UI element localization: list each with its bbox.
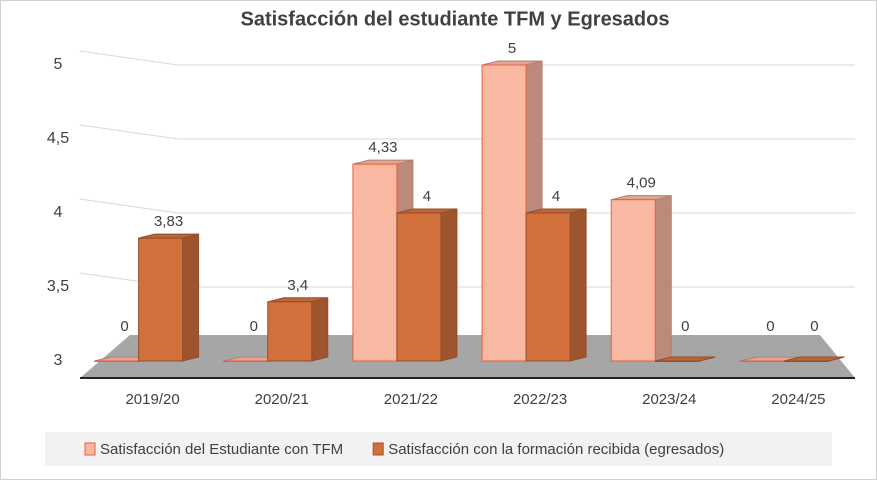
data-label: 0: [681, 318, 689, 335]
data-label: 0: [250, 318, 258, 335]
bar-side: [440, 208, 458, 362]
x-tick-label: 2023/24: [642, 391, 696, 408]
chart-title: Satisfacción del estudiante TFM y Egresa…: [240, 8, 669, 30]
legend-label: Satisfacción del Estudiante con TFM: [100, 441, 343, 458]
y-tick-label: 3: [54, 352, 63, 369]
y-tick-label: 4,5: [47, 130, 69, 147]
x-tick-label: 2024/25: [771, 391, 825, 408]
bar: [352, 163, 398, 362]
y-tick-label: 5: [54, 56, 63, 73]
bar: [267, 301, 313, 362]
data-label: 0: [810, 318, 818, 335]
bar-side: [654, 195, 672, 362]
legend: [45, 432, 832, 466]
bar-side: [311, 297, 329, 362]
bar: [223, 360, 269, 362]
data-label: 0: [766, 318, 774, 335]
x-tick-label: 2019/20: [125, 391, 179, 408]
data-label: 0: [120, 318, 128, 335]
y-tick-label: 4: [54, 204, 63, 221]
x-tick-label: 2020/21: [255, 391, 309, 408]
data-label: 4: [423, 188, 431, 205]
grid-line: [79, 50, 855, 66]
data-label: 4,09: [627, 175, 656, 192]
bar: [525, 212, 571, 362]
bar-side: [182, 233, 200, 362]
bar: [739, 360, 785, 362]
bar: [138, 237, 184, 362]
legend-label: Satisfacción con la formación recibida (…: [388, 441, 724, 458]
legend-swatch: [372, 442, 384, 456]
data-label: 4: [552, 188, 560, 205]
x-tick-label: 2021/22: [384, 391, 438, 408]
data-label: 3,4: [287, 277, 308, 294]
x-tick-label: 2022/23: [513, 391, 567, 408]
legend-swatch: [84, 442, 96, 456]
bar: [783, 360, 829, 362]
y-tick-label: 3,5: [47, 278, 69, 295]
data-label: 3,83: [154, 213, 183, 230]
grid-line: [79, 124, 855, 140]
bar: [481, 64, 527, 362]
bar: [610, 199, 656, 362]
bar: [396, 212, 442, 362]
bar-side: [569, 208, 587, 362]
bar: [94, 360, 140, 362]
data-label: 5: [508, 40, 516, 57]
data-label: 4,33: [368, 139, 397, 156]
bar: [654, 360, 700, 362]
